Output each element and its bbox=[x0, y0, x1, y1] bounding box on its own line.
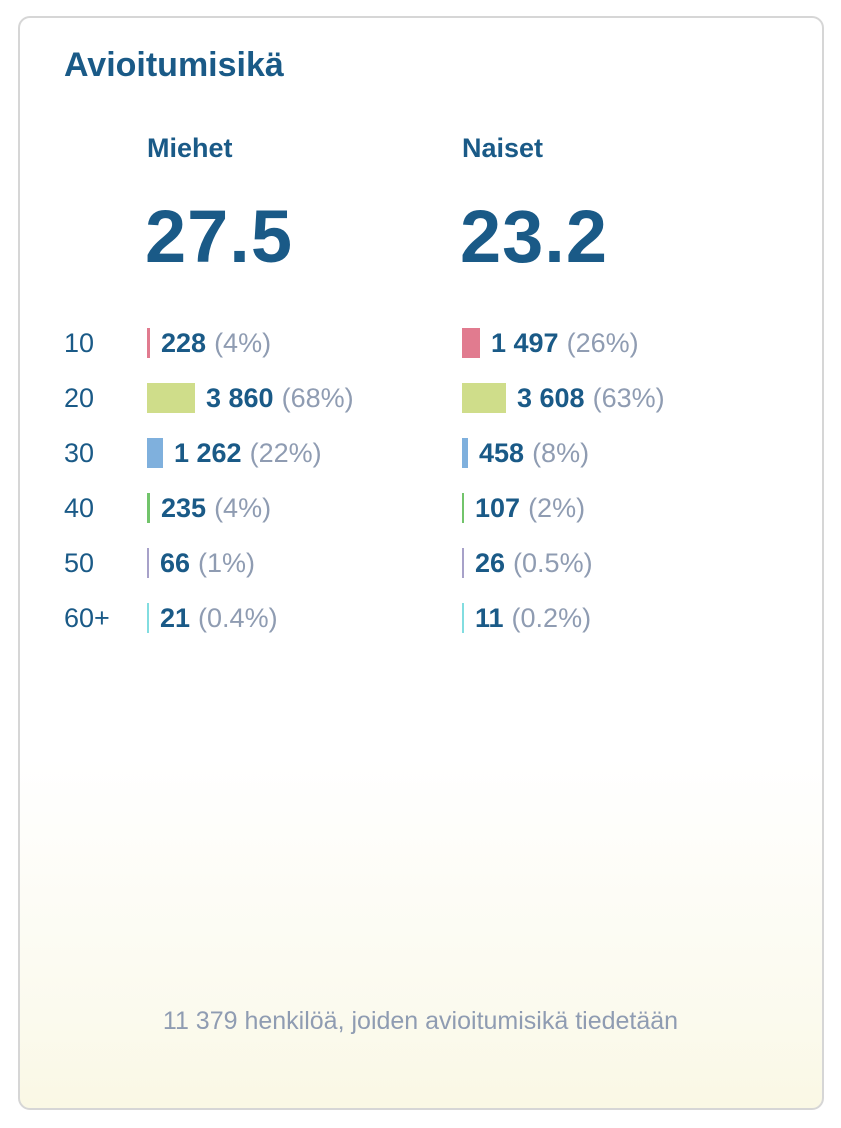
age-group-label-20: 20 bbox=[64, 383, 95, 413]
women-count-50: 26 bbox=[475, 547, 506, 578]
women-average-age: 23.2 bbox=[460, 195, 609, 278]
age-group-label-40: 40 bbox=[64, 493, 95, 523]
card-title: Avioitumisikä bbox=[64, 46, 284, 84]
men-bar-40 bbox=[147, 493, 150, 523]
men-cell-20: 3 860 (68%) bbox=[147, 382, 354, 414]
men-percent-10: (4%) bbox=[214, 327, 272, 358]
women-percent-20: (63%) bbox=[592, 382, 665, 413]
age-group-label-50: 50 bbox=[64, 548, 95, 578]
women-percent-40: (2%) bbox=[528, 492, 586, 523]
men-count-50: 66 bbox=[160, 547, 191, 578]
women-count-10: 1 497 bbox=[491, 327, 559, 358]
age-group-label-30: 30 bbox=[64, 438, 95, 468]
men-cell-40: 235 (4%) bbox=[147, 492, 271, 524]
men-bar-30 bbox=[147, 438, 163, 468]
men-percent-50: (1%) bbox=[198, 547, 256, 578]
women-count-30: 458 bbox=[479, 437, 525, 468]
women-cell-60plus: 11 (0.2%) bbox=[462, 602, 591, 634]
women-bar-30 bbox=[462, 438, 468, 468]
women-cell-10: 1 497 (26%) bbox=[462, 327, 639, 359]
men-count-20: 3 860 bbox=[206, 382, 274, 413]
men-cell-60plus: 21 (0.4%) bbox=[147, 602, 278, 634]
women-cell-50: 26 (0.5%) bbox=[462, 547, 593, 579]
men-count-60plus: 21 bbox=[160, 602, 191, 633]
women-cell-40: 107 (2%) bbox=[462, 492, 585, 524]
women-bar-50 bbox=[462, 548, 464, 578]
men-cell-50: 66 (1%) bbox=[147, 547, 255, 579]
women-percent-50: (0.5%) bbox=[513, 547, 593, 578]
men-percent-60plus: (0.4%) bbox=[198, 602, 278, 633]
age-group-label-60plus: 60+ bbox=[64, 603, 110, 633]
men-count-40: 235 bbox=[161, 492, 207, 523]
men-average-age: 27.5 bbox=[145, 195, 294, 278]
women-bar-20 bbox=[462, 383, 506, 413]
women-cell-30: 458 (8%) bbox=[462, 437, 589, 469]
women-bar-10 bbox=[462, 328, 480, 358]
women-percent-60plus: (0.2%) bbox=[511, 602, 592, 633]
men-column-header: Miehet bbox=[147, 133, 233, 163]
men-count-10: 228 bbox=[161, 327, 207, 358]
men-bar-60plus bbox=[147, 603, 149, 633]
footer-note: 11 379 henkilöä, joiden avioitumisikä ti… bbox=[162, 1007, 679, 1035]
men-cell-30: 1 262 (22%) bbox=[147, 437, 322, 469]
men-count-30: 1 262 bbox=[174, 437, 242, 468]
women-count-20: 3 608 bbox=[517, 382, 585, 413]
men-percent-30: (22%) bbox=[249, 437, 322, 468]
women-count-60plus: 11 bbox=[475, 602, 504, 633]
age-group-label-10: 10 bbox=[64, 328, 95, 358]
women-bar-40 bbox=[462, 493, 464, 523]
women-cell-20: 3 608 (63%) bbox=[462, 382, 665, 414]
men-percent-40: (4%) bbox=[214, 492, 272, 523]
men-cell-10: 228 (4%) bbox=[147, 327, 271, 359]
women-column-header: Naiset bbox=[462, 133, 544, 163]
men-bar-50 bbox=[147, 548, 149, 578]
marriage-age-card bbox=[18, 16, 824, 1110]
women-percent-30: (8%) bbox=[532, 437, 590, 468]
men-bar-10 bbox=[147, 328, 150, 358]
men-bar-20 bbox=[147, 383, 195, 413]
women-count-40: 107 bbox=[475, 492, 521, 523]
men-percent-20: (68%) bbox=[281, 382, 354, 413]
women-percent-10: (26%) bbox=[566, 327, 639, 358]
women-bar-60plus bbox=[462, 603, 464, 633]
